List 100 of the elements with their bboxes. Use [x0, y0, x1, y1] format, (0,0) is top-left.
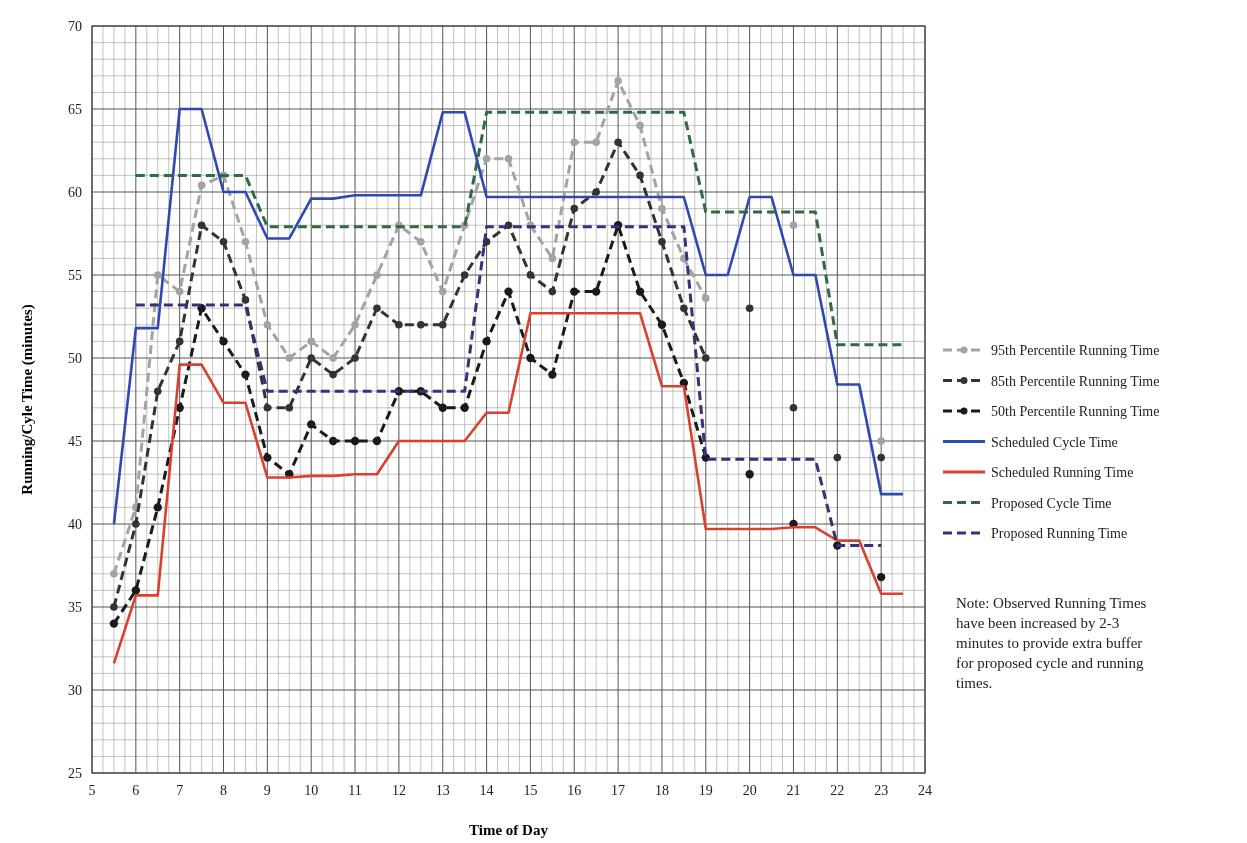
point	[526, 353, 535, 363]
point	[351, 354, 359, 362]
y-tick-label: 45	[68, 434, 82, 449]
point	[197, 181, 206, 190]
x-tick-label: 12	[391, 783, 406, 798]
y-tick-label: 55	[68, 268, 82, 283]
point	[701, 294, 710, 303]
point	[591, 287, 601, 296]
point	[438, 321, 447, 329]
x-tick-label: 9	[263, 783, 271, 798]
point	[328, 436, 338, 446]
point	[110, 603, 118, 611]
point	[789, 221, 798, 229]
point	[329, 354, 337, 362]
point	[745, 304, 754, 312]
text: Note: Observed Running Times have been increased by 2-3 minutes to provide extra buffer for proposed cycle and running times.	[956, 595, 1147, 691]
point	[614, 76, 622, 85]
point	[175, 287, 184, 296]
y-tick-label: 65	[68, 102, 82, 117]
point	[592, 138, 600, 146]
legend-label: 95th Percentile Running Time	[991, 343, 1160, 358]
point	[570, 204, 579, 213]
point	[438, 403, 447, 412]
legend-label: 85th Percentile Running Time	[991, 373, 1160, 389]
point	[482, 337, 491, 346]
x-tick-label: 15	[523, 783, 538, 798]
x-tick-label: 17	[611, 783, 626, 798]
point	[219, 238, 228, 246]
point	[460, 271, 469, 279]
point	[373, 271, 381, 279]
point	[635, 287, 645, 296]
x-tick-label: 24	[918, 783, 932, 798]
y-axis-title: Running/Cyle Time (minutes)	[19, 304, 36, 495]
x-tick-label: 18	[654, 783, 669, 798]
point	[372, 436, 382, 446]
x-tick-label: 23	[874, 783, 889, 798]
point	[329, 370, 337, 379]
point	[658, 238, 666, 246]
y-tick-label: 70	[68, 19, 82, 34]
x-tick-label: 22	[830, 783, 845, 798]
line-series	[112, 107, 905, 526]
point	[153, 271, 162, 279]
point	[460, 403, 469, 412]
point	[876, 572, 886, 582]
point	[789, 404, 798, 412]
point	[526, 271, 535, 279]
point	[417, 238, 425, 246]
point	[307, 337, 316, 346]
point	[110, 570, 118, 578]
x-tick-label: 16	[567, 783, 582, 798]
point	[285, 354, 294, 362]
x-axis-title: Time of Day	[469, 822, 549, 838]
point	[701, 354, 710, 362]
point	[833, 453, 842, 462]
y-tick-label: 25	[68, 766, 82, 781]
x-tick-label: 20	[742, 783, 757, 798]
x-tick-label: 5	[88, 783, 96, 798]
point	[657, 320, 667, 329]
point	[592, 188, 600, 196]
line-series	[112, 311, 905, 665]
point	[373, 304, 381, 312]
point	[307, 354, 316, 362]
point	[548, 287, 557, 296]
point	[197, 304, 206, 313]
point	[680, 304, 688, 312]
point	[153, 503, 162, 512]
y-tick-label: 30	[68, 683, 82, 698]
point	[307, 420, 316, 429]
x-tick-label: 10	[304, 783, 319, 798]
y-tick-label: 50	[68, 351, 82, 366]
point	[285, 404, 294, 412]
point	[482, 155, 491, 163]
x-tick-label: 11	[348, 783, 362, 798]
legend-label: Proposed Cycle Time	[991, 495, 1112, 511]
point	[175, 337, 184, 346]
point	[131, 586, 141, 595]
x-tick-label: 21	[786, 783, 801, 798]
x-tick-label: 13	[435, 783, 450, 798]
point	[548, 254, 557, 263]
point	[570, 138, 579, 146]
point	[132, 520, 140, 528]
point	[241, 296, 250, 304]
point	[504, 155, 513, 163]
point	[219, 337, 228, 346]
point	[417, 321, 425, 329]
y-tick-label: 60	[68, 185, 82, 200]
point	[263, 321, 272, 329]
legend-label: Scheduled Cycle Time	[991, 434, 1118, 450]
point	[504, 287, 513, 296]
point	[241, 238, 250, 246]
point	[636, 171, 644, 180]
x-tick-label: 8	[220, 783, 228, 798]
point	[658, 204, 666, 213]
point	[395, 321, 403, 329]
y-tick-label: 40	[68, 517, 82, 532]
point	[351, 321, 359, 329]
x-tick-label: 19	[698, 783, 713, 798]
point	[263, 404, 272, 412]
y-tick-label: 35	[68, 600, 82, 615]
point	[614, 138, 622, 146]
